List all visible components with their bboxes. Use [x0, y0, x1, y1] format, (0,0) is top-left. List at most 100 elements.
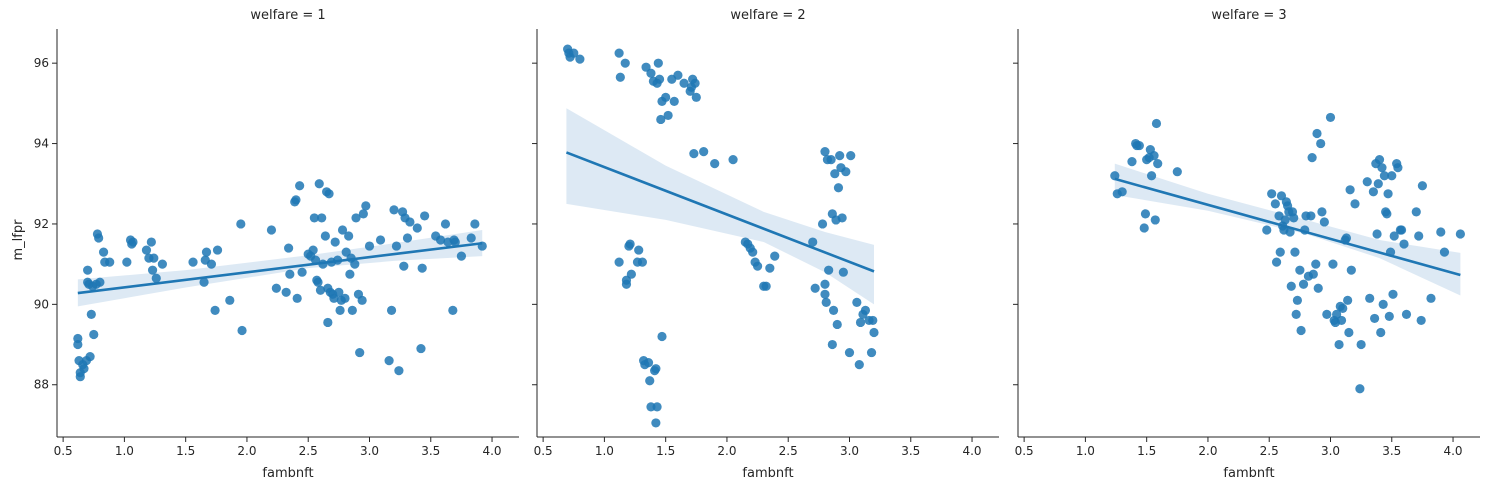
data-point — [271, 283, 281, 293]
data-point — [399, 261, 409, 271]
data-point — [1373, 179, 1383, 189]
data-point — [355, 347, 365, 358]
x-axis-label: fambnft — [1223, 466, 1274, 481]
x-tick-label: 2.0 — [237, 444, 256, 458]
data-point — [323, 317, 333, 328]
data-point — [1356, 339, 1366, 350]
x-tick-label: 4.0 — [1443, 444, 1462, 458]
data-point — [699, 147, 709, 157]
x-tick-label: 0.5 — [534, 444, 553, 458]
data-point — [394, 366, 404, 376]
data-point — [820, 279, 830, 289]
data-point — [212, 245, 223, 255]
data-point — [1290, 247, 1300, 257]
data-point — [868, 315, 878, 326]
data-point — [364, 241, 375, 251]
data-point — [1295, 265, 1305, 275]
data-point — [340, 293, 350, 303]
data-point — [85, 352, 95, 362]
y-tick-label: 88 — [34, 378, 49, 392]
y-tick-label: 92 — [34, 217, 49, 231]
data-point — [837, 213, 847, 223]
x-tick-label: 2.5 — [299, 444, 318, 458]
data-point — [1439, 247, 1450, 257]
data-point — [1151, 118, 1162, 129]
data-point — [1172, 167, 1182, 177]
data-point — [1292, 295, 1303, 305]
data-point — [147, 265, 158, 275]
data-point — [1350, 199, 1360, 209]
data-point — [1270, 199, 1280, 209]
panel-title: welfare = 1 — [250, 8, 325, 23]
data-point — [854, 360, 864, 370]
data-point — [1153, 159, 1163, 169]
regression-line — [1114, 177, 1461, 277]
data-point — [1319, 217, 1329, 227]
data-point — [651, 418, 661, 428]
data-point — [1271, 257, 1282, 267]
data-point — [569, 48, 579, 58]
data-point — [844, 347, 855, 358]
data-point — [466, 233, 476, 243]
data-point — [330, 237, 340, 247]
data-point — [830, 169, 840, 179]
data-point — [652, 402, 662, 412]
x-tick-label: 3.0 — [1321, 444, 1340, 458]
data-point — [1336, 315, 1347, 326]
data-point — [657, 331, 667, 342]
data-point — [351, 213, 361, 223]
data-point — [669, 96, 679, 106]
data-point — [1146, 171, 1157, 181]
data-point — [835, 151, 845, 161]
data-point — [1127, 157, 1137, 167]
data-point — [470, 219, 480, 229]
data-point — [1378, 299, 1388, 309]
data-point — [833, 183, 844, 193]
data-point — [645, 376, 655, 386]
data-point — [344, 231, 354, 241]
data-point — [237, 325, 247, 336]
data-point — [1311, 259, 1321, 269]
data-point — [860, 305, 871, 315]
data-point — [828, 305, 839, 315]
data-point — [128, 237, 138, 247]
data-point — [1307, 153, 1317, 163]
y-tick-label: 90 — [34, 297, 49, 311]
x-tick-label: 3.5 — [1382, 444, 1401, 458]
data-point — [1416, 315, 1426, 326]
data-point — [1334, 339, 1344, 350]
data-point — [656, 114, 666, 125]
data-point — [1417, 181, 1428, 191]
data-point — [1389, 231, 1399, 241]
y-axis-label: m_lfpr — [11, 219, 26, 261]
data-point — [225, 295, 235, 305]
data-point — [808, 237, 818, 247]
data-point — [201, 247, 212, 257]
data-point — [689, 149, 699, 159]
x-tick-label: 1.5 — [1137, 444, 1156, 458]
data-point — [199, 277, 209, 287]
data-point — [361, 201, 371, 211]
data-point — [1338, 303, 1348, 313]
data-point — [1110, 171, 1120, 181]
data-point — [1355, 384, 1365, 394]
data-point — [324, 189, 334, 199]
x-axis-label: fambnft — [742, 466, 793, 481]
data-point — [345, 269, 355, 279]
data-point — [402, 233, 413, 243]
data-point — [765, 263, 775, 273]
data-point — [334, 287, 344, 297]
data-point — [614, 48, 624, 58]
data-point — [1289, 213, 1299, 223]
x-tick-label: 2.0 — [717, 444, 736, 458]
data-point — [1316, 138, 1326, 149]
data-point — [728, 155, 738, 165]
data-point — [335, 305, 345, 315]
data-point — [1396, 225, 1407, 235]
data-point — [615, 72, 625, 82]
data-point — [852, 297, 862, 307]
panel-title: welfare = 3 — [1211, 8, 1286, 23]
data-point — [313, 277, 323, 287]
data-point — [1285, 227, 1295, 237]
